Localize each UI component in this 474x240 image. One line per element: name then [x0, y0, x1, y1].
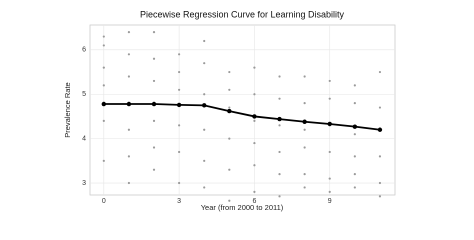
- scatter-point: [102, 66, 105, 69]
- scatter-point: [253, 93, 256, 96]
- x-tick-label: 6: [252, 198, 256, 205]
- chart: Piecewise Regression Curve for Learning …: [63, 9, 396, 212]
- line-point: [352, 124, 358, 129]
- scatter-point: [328, 97, 331, 100]
- line-point: [176, 102, 182, 108]
- scatter-point: [353, 173, 356, 176]
- scatter-point: [353, 155, 356, 158]
- scatter-point: [203, 62, 206, 65]
- scatter-point: [203, 159, 206, 162]
- plot-panel: [89, 24, 396, 196]
- scatter-point: [203, 128, 206, 131]
- scatter-point: [127, 53, 131, 56]
- scatter-point: [228, 137, 231, 140]
- scatter-point: [353, 186, 356, 189]
- scatter-point: [353, 84, 356, 87]
- scatter-point: [328, 177, 331, 180]
- x-axis-label: Year (from 2000 to 2011): [201, 203, 284, 212]
- scatter-point: [152, 146, 156, 149]
- y-tick-label: 6: [82, 47, 86, 54]
- scatter-point: [127, 75, 131, 78]
- scatter-point: [102, 159, 105, 162]
- scatter-point: [328, 79, 331, 83]
- scatter-point: [178, 88, 181, 91]
- scatter-point: [152, 57, 156, 60]
- y-tick-label: 3: [82, 180, 86, 187]
- line-point: [202, 103, 207, 108]
- scatter-point: [353, 133, 356, 136]
- scatter-point: [303, 102, 306, 105]
- line-point: [252, 114, 257, 119]
- line-point: [151, 101, 157, 107]
- x-tick-label: 3: [177, 198, 181, 205]
- scatter-point: [253, 66, 256, 69]
- line-point: [302, 119, 307, 124]
- scatter-point: [178, 181, 181, 185]
- scatter-point: [303, 186, 306, 189]
- scatter-point: [228, 106, 231, 109]
- scatter-point: [127, 128, 131, 131]
- line-point: [377, 127, 383, 132]
- scatter-point: [253, 164, 256, 167]
- y-tick-label: 4: [82, 135, 86, 142]
- scatter-point: [378, 106, 382, 109]
- scatter-point: [378, 181, 382, 185]
- scatter-point: [378, 70, 382, 74]
- scatter-point: [278, 75, 281, 78]
- scatter-point: [278, 97, 281, 100]
- scatter-point: [328, 190, 331, 193]
- scatter-point: [278, 150, 281, 154]
- scatter-point: [102, 35, 105, 38]
- scatter-point: [152, 168, 156, 171]
- line-point: [327, 121, 332, 127]
- line-point: [126, 101, 132, 107]
- scatter-point: [253, 119, 256, 122]
- line-point: [277, 116, 282, 122]
- scatter-point: [102, 119, 105, 122]
- scatter-point: [127, 155, 131, 158]
- scatter-point: [303, 75, 306, 78]
- scatter-point: [378, 155, 382, 158]
- scatter-point: [278, 124, 281, 127]
- scatter-point: [303, 128, 306, 131]
- scatter-point: [303, 146, 306, 149]
- scatter-point: [353, 102, 356, 105]
- scatter-point: [102, 84, 105, 87]
- x-tick-label: 0: [102, 198, 106, 205]
- scatter-point: [152, 79, 156, 83]
- scatter-point: [178, 124, 181, 127]
- scatter-point: [278, 195, 281, 198]
- scatter-point: [152, 31, 156, 34]
- scatter-point: [178, 53, 181, 56]
- scatter-point: [127, 181, 131, 185]
- scatter-point: [228, 199, 231, 202]
- scatter-point: [178, 70, 181, 74]
- scatter-point: [228, 168, 231, 171]
- line-point: [101, 101, 107, 107]
- y-tick-label: 5: [82, 91, 86, 98]
- scatter-point: [228, 70, 231, 74]
- chart-title: Piecewise Regression Curve for Learning …: [140, 9, 345, 19]
- scatter-point: [178, 150, 181, 154]
- y-axis-label: Prevalence Rate: [63, 82, 72, 137]
- scatter-point: [253, 141, 256, 145]
- scatter-point: [303, 173, 306, 176]
- scatter-point: [228, 88, 231, 91]
- scatter-point: [253, 190, 256, 193]
- x-tick-label: 9: [328, 198, 332, 205]
- scatter-point: [127, 31, 131, 34]
- scatter-point: [278, 173, 281, 176]
- scatter-point: [102, 44, 105, 47]
- scatter-point: [328, 150, 331, 154]
- scatter-point: [203, 39, 206, 43]
- scatter-point: [378, 195, 382, 198]
- scatter-point: [152, 119, 156, 122]
- scatter-point: [203, 186, 206, 189]
- scatter-point: [203, 93, 206, 96]
- line-point: [227, 108, 232, 114]
- regression-line: [103, 103, 381, 131]
